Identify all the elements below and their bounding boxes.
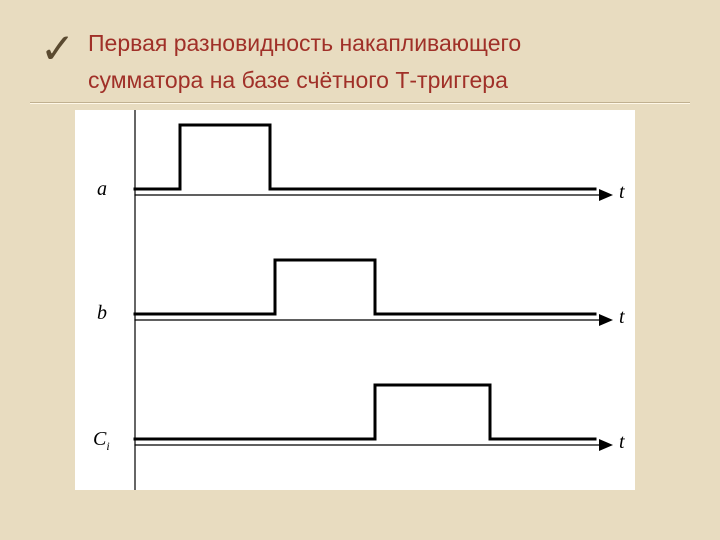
signal-label-Ci: Ci — [93, 428, 110, 454]
signal-label-a: a — [97, 178, 107, 201]
bullet-icon: ✓ — [40, 24, 75, 74]
signal-label-b: b — [97, 302, 107, 325]
page-title: Первая разновидность накапливающего сумм… — [88, 25, 521, 99]
t-label-b: t — [619, 306, 625, 329]
t-label-Ci: t — [619, 431, 625, 454]
title-rule — [30, 102, 690, 104]
title-line2: сумматора на базе счётного Т-триггера — [88, 67, 508, 93]
timing-svg — [75, 110, 635, 490]
timing-diagram: a t b t Ci t — [75, 110, 635, 490]
t-label-a: t — [619, 181, 625, 204]
title-line1: Первая разновидность накапливающего — [88, 30, 521, 56]
